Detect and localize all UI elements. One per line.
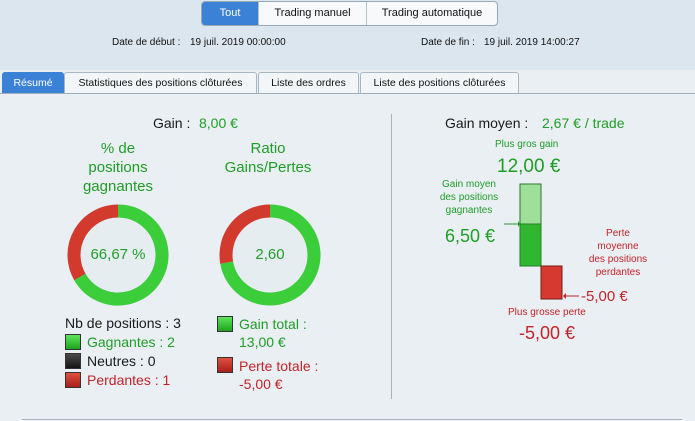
gain-label: Gain :: [153, 115, 191, 131]
tab-resume[interactable]: Résumé: [2, 72, 64, 93]
gain-value: 8,00 €: [199, 115, 238, 131]
tab-statistiques[interactable]: Statistiques des positions clôturées: [64, 72, 257, 93]
tab-liste-ordres[interactable]: Liste des ordres: [258, 72, 359, 93]
max-gain-bar: [519, 183, 542, 225]
gain-loss-bars: [504, 183, 579, 300]
avg-win-label: Gain moyen des positions gagnantes: [439, 179, 499, 216]
start-date-value: 19 juil. 2019 00:00:00: [190, 37, 286, 48]
start-date-label: Date de début :: [112, 37, 181, 48]
section-divider: [391, 114, 392, 399]
tab-bar: Résumé Statistiques des positions clôtur…: [0, 71, 695, 94]
gain-total-value: 13,00 €: [239, 334, 286, 350]
avg-gain-label: Gain moyen :: [445, 115, 529, 131]
tab-positions-cloturees[interactable]: Liste des positions clôturées: [360, 72, 519, 93]
avg-gain-value: 2,67 € / trade: [542, 115, 625, 131]
ratio-value: 2,60: [255, 246, 285, 263]
avg-loss-label: Perte moyenne des positions perdantes: [588, 228, 648, 278]
ratio-donut: [219, 204, 321, 306]
summary-panel: Gain : 8,00 € % de positions gagnantes R…: [0, 94, 695, 421]
winning-title: % de positions gagnantes: [82, 140, 154, 195]
ratio-title: Ratio Gains/Pertes: [224, 140, 312, 176]
loss-total-swatch: [217, 357, 233, 373]
ratio-donut-loss-arc: [219, 204, 271, 264]
losers-count: Perdantes : 1: [87, 372, 171, 388]
max-gain-label: Plus gros gain: [495, 139, 559, 150]
ratio-donut-gain-arc: [220, 204, 321, 306]
avg-win-value: 6,50 €: [445, 226, 496, 246]
losers-swatch: [65, 372, 81, 388]
gain-total-label: Gain total :: [239, 316, 307, 332]
winning-value: 66,67 %: [90, 246, 146, 263]
avg-loss-value: -5,00 €: [581, 288, 628, 305]
bottom-divider: [22, 419, 682, 420]
end-date-label: Date de fin :: [421, 37, 475, 48]
neutral-swatch: [65, 353, 81, 369]
winners-count: Gagnantes : 2: [87, 334, 175, 350]
max-loss-value: -5,00 €: [519, 323, 576, 343]
segment-trading-automatique[interactable]: Trading automatique: [381, 7, 483, 19]
header-bar: Tout Trading manuel Trading automatique …: [0, 0, 695, 70]
positions-count: Nb de positions : 3: [65, 315, 181, 331]
avg-win-bar: [519, 223, 542, 267]
max-gain-value: 12,00 €: [497, 156, 561, 177]
segment-trading-manuel[interactable]: Trading manuel: [259, 2, 367, 25]
winning-donut-loss-arc: [67, 204, 119, 281]
loss-total-label: Perte totale :: [239, 358, 319, 374]
end-date-value: 19 juil. 2019 14:00:27: [484, 37, 580, 48]
loss-bar: [540, 265, 563, 300]
winning-donut-gain-arc: [74, 204, 169, 306]
trading-mode-selector[interactable]: Tout Trading manuel Trading automatique: [201, 1, 498, 26]
winning-donut: [67, 204, 169, 306]
segment-tout[interactable]: Tout: [202, 2, 259, 25]
winners-swatch: [65, 334, 81, 350]
avg-win-arrowhead: [518, 221, 520, 227]
gain-total-swatch: [217, 316, 233, 332]
avg-loss-arrowhead: [563, 293, 566, 299]
max-loss-label: Plus grosse perte: [508, 307, 586, 318]
neutral-count: Neutres : 0: [87, 353, 156, 369]
loss-total-value: -5,00 €: [239, 376, 283, 392]
